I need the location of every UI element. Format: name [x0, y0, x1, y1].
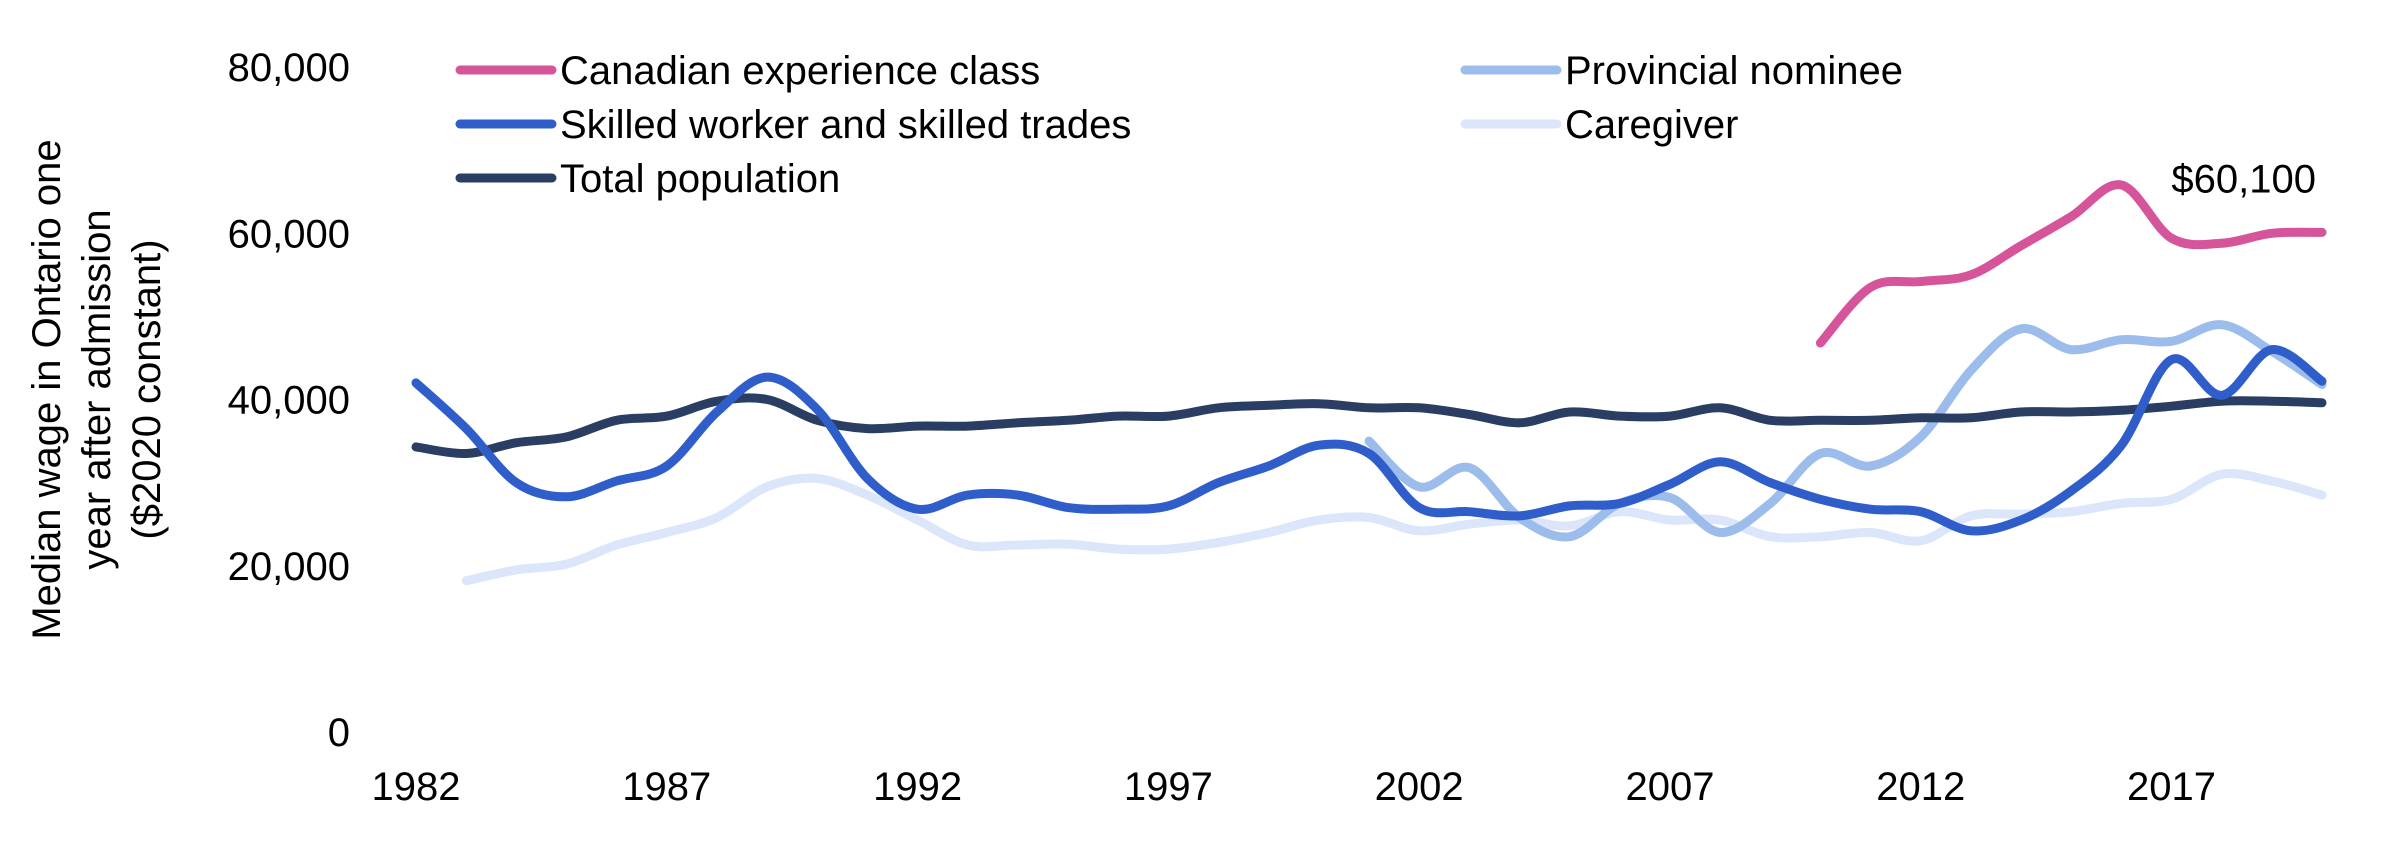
y-axis-title-line-2: year after admission [75, 209, 119, 569]
legend-item-provincial-nominee: Provincial nominee [1460, 49, 1903, 93]
x-tick-label: 1992 [873, 765, 962, 809]
y-tick-label: 0 [328, 711, 350, 755]
x-tick-label: 2007 [1625, 765, 1714, 809]
x-tick-label: 2002 [1375, 765, 1464, 809]
legend-item-skilled-worker-and-skilled-trades: Skilled worker and skilled trades [455, 103, 1131, 147]
legend-label: Total population [560, 157, 840, 201]
series-lines [411, 180, 2327, 586]
y-tick-label: 40,000 [228, 379, 350, 423]
y-tick-label: 60,000 [228, 212, 350, 256]
series-line-canadian-experience-class [1815, 180, 2327, 348]
y-axis-title-line-3: ($2020 constant) [125, 239, 169, 539]
legend-label: Canadian experience class [560, 49, 1040, 93]
legend-label: Skilled worker and skilled trades [560, 103, 1131, 147]
x-tick-label: 2012 [1876, 765, 1965, 809]
y-tick-label: 20,000 [228, 545, 350, 589]
x-axis-tick-labels: 1982 1987 1992 1997 2002 2007 2012 2017 [372, 765, 2217, 809]
legend: Canadian experience class Provincial nomi… [455, 49, 1903, 201]
y-tick-label: 80,000 [228, 46, 350, 90]
x-tick-label: 1982 [372, 765, 461, 809]
data-labels: $60,100 [2171, 157, 2316, 201]
series-line-skilled-worker-and-skilled-trades [411, 345, 2327, 536]
legend-item-total-population: Total population [455, 157, 840, 201]
x-tick-label: 1987 [622, 765, 711, 809]
legend-label: Caregiver [1565, 103, 1738, 147]
legend-item-caregiver: Caregiver [1460, 103, 1738, 147]
legend-label: Provincial nominee [1565, 49, 1903, 93]
y-axis-tick-labels: 0 20,000 40,000 60,000 80,000 [228, 46, 350, 755]
legend-item-canadian-experience-class: Canadian experience class [455, 49, 1040, 93]
data-label-canadian-experience-class: $60,100 [2171, 157, 2316, 201]
y-axis-title: Median wage in Ontario one year after adm… [25, 139, 169, 639]
x-tick-label: 2017 [2127, 765, 2216, 809]
series-line-caregiver [461, 469, 2327, 586]
x-tick-label: 1997 [1124, 765, 1213, 809]
y-axis-title-line-1: Median wage in Ontario one [25, 139, 69, 639]
